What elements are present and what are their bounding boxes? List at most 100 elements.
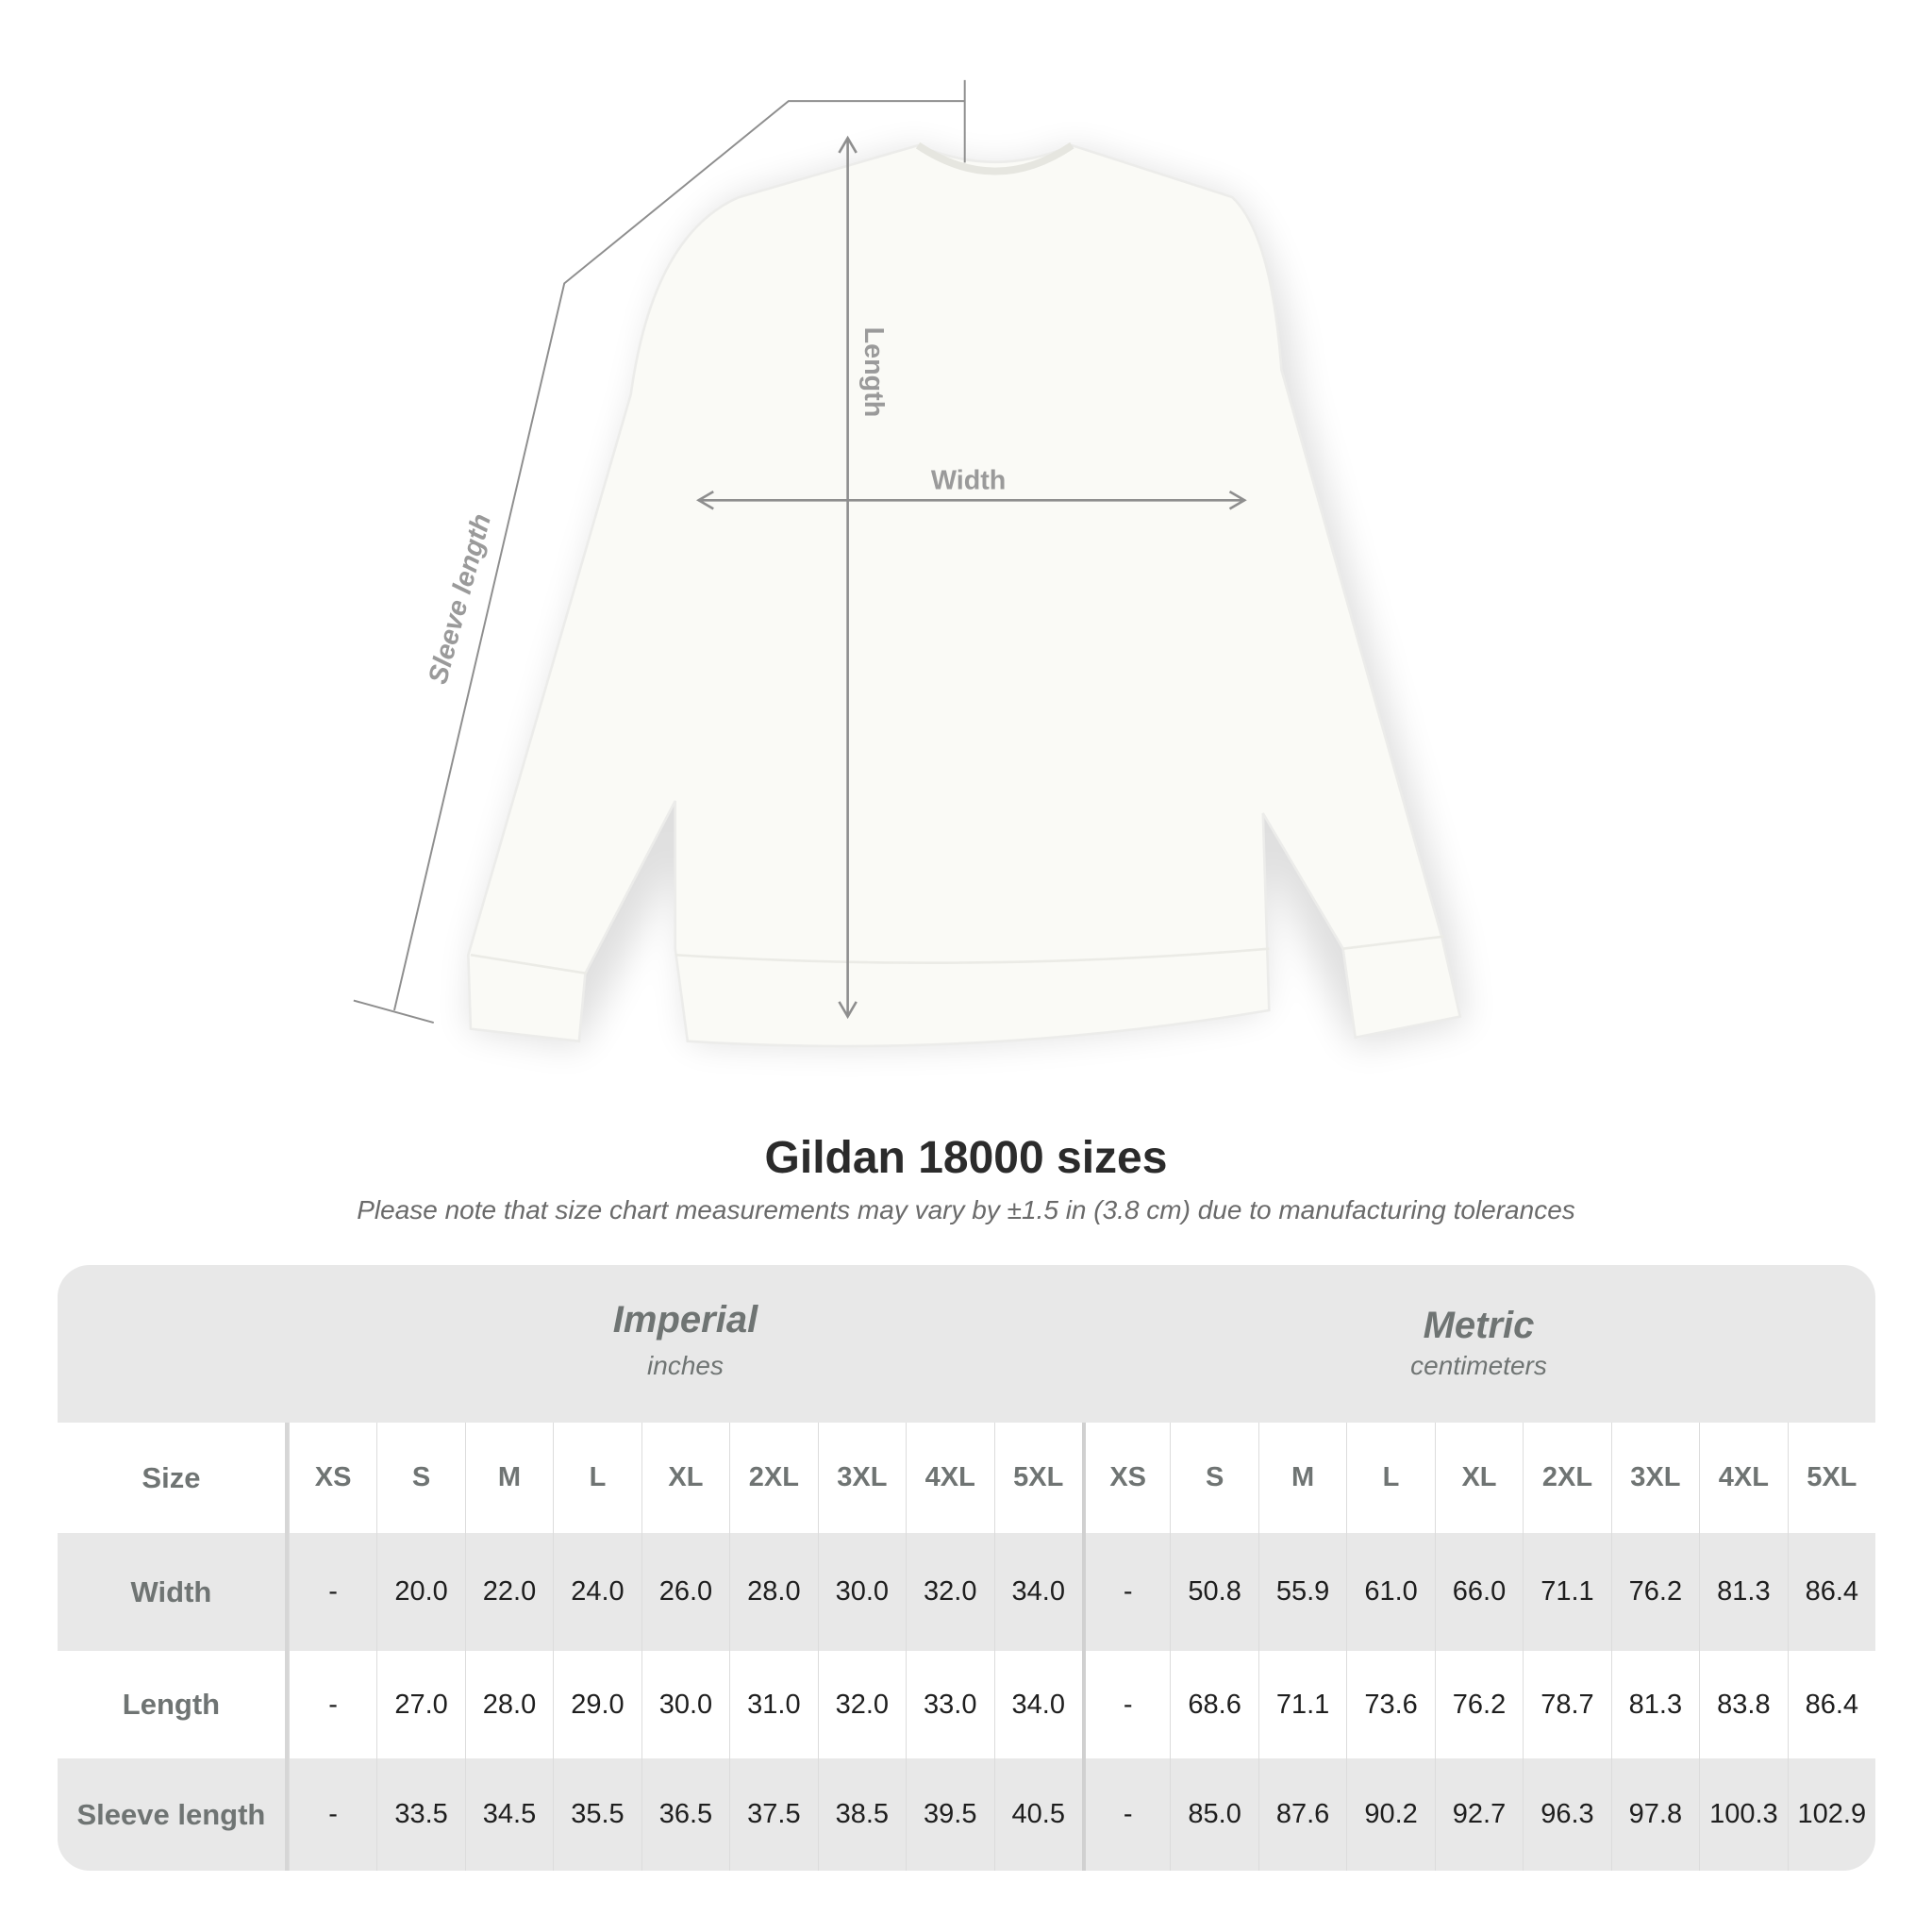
metric-title: Metric — [1423, 1305, 1535, 1346]
imperial-cell: 34.0 — [993, 1651, 1082, 1758]
imperial-cell: XS — [288, 1423, 376, 1533]
imperial-cell: 35.5 — [553, 1758, 641, 1871]
metric-unit: centimeters — [1410, 1351, 1547, 1380]
imperial-cell: 2XL — [729, 1423, 817, 1533]
metric-cell: S — [1170, 1423, 1257, 1533]
table-row-length: Length -27.0 28.0 29.0 30.0 31.0 32.0 33.0 34.0-… — [58, 1651, 1875, 1758]
imperial-cell: 20.0 — [376, 1533, 464, 1651]
metric-cell: 86.4 — [1787, 1533, 1875, 1651]
row-label: Length — [58, 1651, 289, 1758]
imperial-cell: - — [288, 1651, 376, 1758]
size-chart-table: Imperial inches Metric centimeters Size X… — [58, 1265, 1875, 1871]
metric-cell: 90.2 — [1346, 1758, 1434, 1871]
imperial-cell: 33.0 — [906, 1651, 993, 1758]
imperial-cell: 5XL — [993, 1423, 1082, 1533]
imperial-cell: 22.0 — [464, 1533, 553, 1651]
imperial-cell: XL — [641, 1423, 729, 1533]
imperial-cell: M — [464, 1423, 553, 1533]
sleeve-measure-line — [353, 79, 966, 1024]
metric-cell: 96.3 — [1523, 1758, 1610, 1871]
imperial-cell: - — [288, 1758, 376, 1871]
imperial-cell: 34.5 — [464, 1758, 553, 1871]
imperial-cell: 4XL — [906, 1423, 993, 1533]
metric-cell: 97.8 — [1610, 1758, 1699, 1871]
metric-cell: 71.1 — [1257, 1651, 1346, 1758]
imperial-cell: 24.0 — [553, 1533, 641, 1651]
metric-cell: 50.8 — [1170, 1533, 1257, 1651]
imperial-cell: 34.0 — [993, 1533, 1082, 1651]
neckline — [915, 142, 1074, 175]
tolerance-note: Please note that size chart measurements… — [357, 1195, 1575, 1224]
length-label: Length — [858, 327, 889, 418]
metric-cell: 76.2 — [1610, 1533, 1699, 1651]
imperial-header: Imperial inches — [289, 1265, 1082, 1423]
imperial-unit: inches — [647, 1351, 724, 1380]
metric-cell: 83.8 — [1699, 1651, 1787, 1758]
imperial-cell: 37.5 — [729, 1758, 817, 1871]
table-row-width: Width -20.0 22.0 24.0 26.0 28.0 30.0 32.0 34.0-5… — [58, 1533, 1875, 1651]
metric-cell: M — [1257, 1423, 1346, 1533]
imperial-cell: 36.5 — [641, 1758, 729, 1871]
width-label: Width — [931, 466, 1006, 496]
metric-cell: - — [1081, 1533, 1170, 1651]
metric-cell: 61.0 — [1346, 1533, 1434, 1651]
metric-cell: 81.3 — [1699, 1533, 1787, 1651]
metric-cell: 78.7 — [1523, 1651, 1610, 1758]
imperial-cell: 3XL — [817, 1423, 906, 1533]
metric-cell: 66.0 — [1434, 1533, 1523, 1651]
imperial-cell: 26.0 — [641, 1533, 729, 1651]
metric-cell: 87.6 — [1257, 1758, 1346, 1871]
metric-cell: 92.7 — [1434, 1758, 1523, 1871]
row-label: Width — [58, 1533, 289, 1651]
metric-cell: 100.3 — [1699, 1758, 1787, 1871]
imperial-cell: 40.5 — [993, 1758, 1082, 1871]
metric-cell: 86.4 — [1787, 1651, 1875, 1758]
row-label: Size — [58, 1423, 289, 1533]
metric-cell: XS — [1081, 1423, 1170, 1533]
cuff-left — [470, 953, 587, 975]
page-title: Gildan 18000 sizes — [764, 1133, 1168, 1183]
imperial-cell: 27.0 — [376, 1651, 464, 1758]
metric-cell: 76.2 — [1434, 1651, 1523, 1758]
width-measure-arrow — [695, 491, 1247, 510]
imperial-cell: 30.0 — [817, 1533, 906, 1651]
imperial-cell: - — [288, 1533, 376, 1651]
size-header-row: Size XS S M L XL 2XL 3XL 4XL 5XL XS S M L XL 2XL 3XL 4XL 5… — [58, 1423, 1875, 1533]
metric-cell: 81.3 — [1610, 1651, 1699, 1758]
imperial-cell: 32.0 — [906, 1533, 993, 1651]
metric-cell: 68.6 — [1170, 1651, 1257, 1758]
metric-cell: 55.9 — [1257, 1533, 1346, 1651]
imperial-cell: 30.0 — [641, 1651, 729, 1758]
imperial-cell: 28.0 — [729, 1533, 817, 1651]
sleeve-length-label: Sleeve length — [423, 510, 497, 687]
metric-cell: XL — [1434, 1423, 1523, 1533]
table-row-sleeve-length: Sleeve length -33.5 34.5 35.5 36.5 37.5 38.5 39… — [58, 1758, 1875, 1871]
metric-cell: L — [1346, 1423, 1434, 1533]
imperial-cell: 31.0 — [729, 1651, 817, 1758]
metric-cell: 73.6 — [1346, 1651, 1434, 1758]
imperial-cell: 38.5 — [817, 1758, 906, 1871]
metric-cell: - — [1081, 1758, 1170, 1871]
metric-cell: 2XL — [1523, 1423, 1610, 1533]
imperial-cell: 29.0 — [553, 1651, 641, 1758]
imperial-cell: 33.5 — [376, 1758, 464, 1871]
metric-cell: 102.9 — [1787, 1758, 1875, 1871]
imperial-title: Imperial — [612, 1299, 758, 1341]
metric-cell: - — [1081, 1651, 1170, 1758]
imperial-cell: L — [553, 1423, 641, 1533]
imperial-cell: 28.0 — [464, 1651, 553, 1758]
cuff-right — [1342, 935, 1444, 951]
imperial-cell: 32.0 — [817, 1651, 906, 1758]
metric-cell: 3XL — [1610, 1423, 1699, 1533]
imperial-cell: S — [376, 1423, 464, 1533]
imperial-cell: 39.5 — [906, 1758, 993, 1871]
hem-rib — [675, 947, 1270, 964]
metric-header: Metric centimeters — [1082, 1265, 1875, 1423]
metric-cell: 4XL — [1699, 1423, 1787, 1533]
metric-cell: 71.1 — [1523, 1533, 1610, 1651]
metric-cell: 85.0 — [1170, 1758, 1257, 1871]
metric-cell: 5XL — [1787, 1423, 1875, 1533]
row-label: Sleeve length — [58, 1758, 289, 1871]
length-measure-arrow — [838, 135, 858, 1020]
